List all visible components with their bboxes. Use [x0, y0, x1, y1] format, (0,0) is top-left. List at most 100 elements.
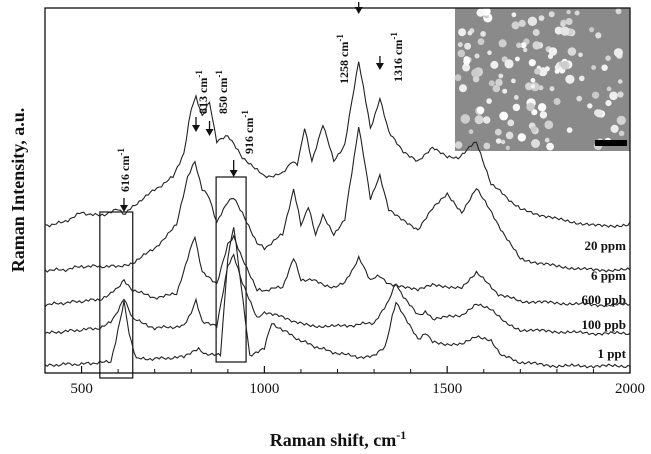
inset-particle	[566, 127, 573, 133]
inset-particle	[531, 139, 540, 148]
inset-particle	[474, 115, 484, 125]
peak-annotation-1316: 1316 cm-1	[375, 32, 405, 82]
peak-label-1316: 1316 cm-1	[389, 32, 405, 82]
inset-particle	[560, 22, 566, 27]
peak-label-1258: 1258 cm-1	[335, 34, 351, 84]
inset-particle	[490, 60, 499, 69]
spectra-traces	[44, 61, 631, 369]
inset-particle	[606, 86, 612, 92]
inset-particle	[462, 63, 471, 72]
inset-particle	[576, 95, 583, 102]
inset-particle	[589, 27, 595, 33]
inset-particle	[499, 111, 509, 121]
inset-particle	[523, 47, 528, 53]
peak-arrow-head	[119, 205, 128, 212]
inset-particle	[609, 91, 618, 101]
inset-particle	[460, 114, 471, 124]
trace-1-ppt	[44, 227, 631, 369]
x-tick-label-2: 1500	[432, 381, 462, 397]
inset-particle	[454, 141, 463, 149]
x-tick-label-0: 500	[70, 381, 93, 397]
inset-particle	[498, 73, 504, 79]
inset-particle	[587, 103, 593, 109]
highlight-box-0	[99, 211, 134, 379]
inset-particle	[457, 49, 466, 58]
inset-particle	[498, 39, 507, 48]
peak-arrow-head	[375, 63, 384, 70]
peak-label-916: 916 cm-1	[240, 110, 256, 154]
inset-particle	[605, 55, 611, 61]
inset-particle	[591, 65, 596, 70]
inset-particle	[537, 103, 547, 112]
inset-particle	[468, 129, 474, 135]
peak-annotation-916: 916 cm-1	[229, 110, 256, 177]
inset-particle	[500, 139, 506, 145]
inset-particle	[516, 42, 522, 49]
inset-particle	[511, 78, 516, 84]
inset-particle	[553, 98, 561, 105]
x-axis-title-sup: -1	[396, 428, 406, 442]
trace-20-ppm	[45, 61, 631, 229]
inset-particle	[504, 59, 514, 69]
inset-scale-bar	[595, 140, 627, 146]
inset-particle	[595, 32, 602, 39]
inset-particle	[538, 85, 544, 91]
peak-arrow-head	[205, 129, 214, 136]
inset-particle	[458, 28, 467, 37]
inset-particle	[565, 74, 575, 84]
inset-particle	[518, 19, 526, 27]
inset-particle	[464, 42, 472, 50]
inset-particle	[617, 91, 624, 98]
inset-particle	[530, 84, 536, 89]
inset-particle	[512, 103, 521, 112]
inset-particle	[511, 12, 517, 18]
inset-particle	[467, 30, 473, 36]
inset-particle	[617, 79, 623, 84]
inset-particle	[528, 59, 536, 67]
inset-particle	[565, 18, 573, 25]
inset-particle	[505, 145, 510, 150]
inset-particle	[579, 75, 585, 82]
inset-particle	[526, 102, 535, 112]
trace-labels: 20 ppm 6 ppm 600 ppb 100 ppb 1 ppt	[582, 238, 627, 361]
inset-particle	[544, 120, 554, 130]
inset-particle	[525, 82, 533, 91]
inset-particle	[486, 98, 492, 104]
inset-particle	[454, 74, 462, 82]
inset-particle	[549, 86, 555, 92]
trace-100-ppb	[44, 253, 631, 337]
inset-particle	[495, 78, 503, 87]
inset-particle	[472, 75, 480, 83]
inset-particle	[560, 60, 570, 70]
inset-particle	[538, 15, 545, 21]
inset-particle	[459, 84, 467, 93]
peak-label-813: 813 cm-1	[194, 70, 210, 114]
sem-inset-image	[454, 6, 630, 151]
x-tick-label-1: 1000	[249, 381, 279, 397]
inset-particle	[507, 119, 515, 127]
inset-particle	[494, 128, 502, 136]
inset-particle	[610, 124, 619, 133]
inset-particle	[601, 64, 608, 71]
highlight-boxes	[99, 176, 247, 379]
inset-particle	[592, 91, 600, 99]
trace-6-ppm	[44, 126, 631, 273]
inset-particle	[477, 38, 485, 46]
y-axis-title: Raman Intensity, a.u.	[8, 108, 28, 273]
inset-particle	[554, 69, 560, 74]
x-tick-label-3: 2000	[615, 381, 645, 397]
peak-annotation-813: 813 cm-1	[192, 70, 210, 132]
trace-label-4: 1 ppt	[597, 346, 626, 361]
inset-particle	[530, 126, 538, 133]
peak-label-850: 850 cm-1	[214, 70, 230, 114]
inset-particle	[618, 130, 625, 137]
inset-particle	[520, 42, 527, 49]
inset-particle	[546, 142, 554, 151]
inset-particle	[463, 56, 470, 63]
inset-particle	[471, 68, 480, 78]
peak-annotation-1258: 1258 cm-1	[335, 2, 363, 84]
inset-particle	[483, 142, 491, 150]
inset-particle	[574, 10, 580, 16]
